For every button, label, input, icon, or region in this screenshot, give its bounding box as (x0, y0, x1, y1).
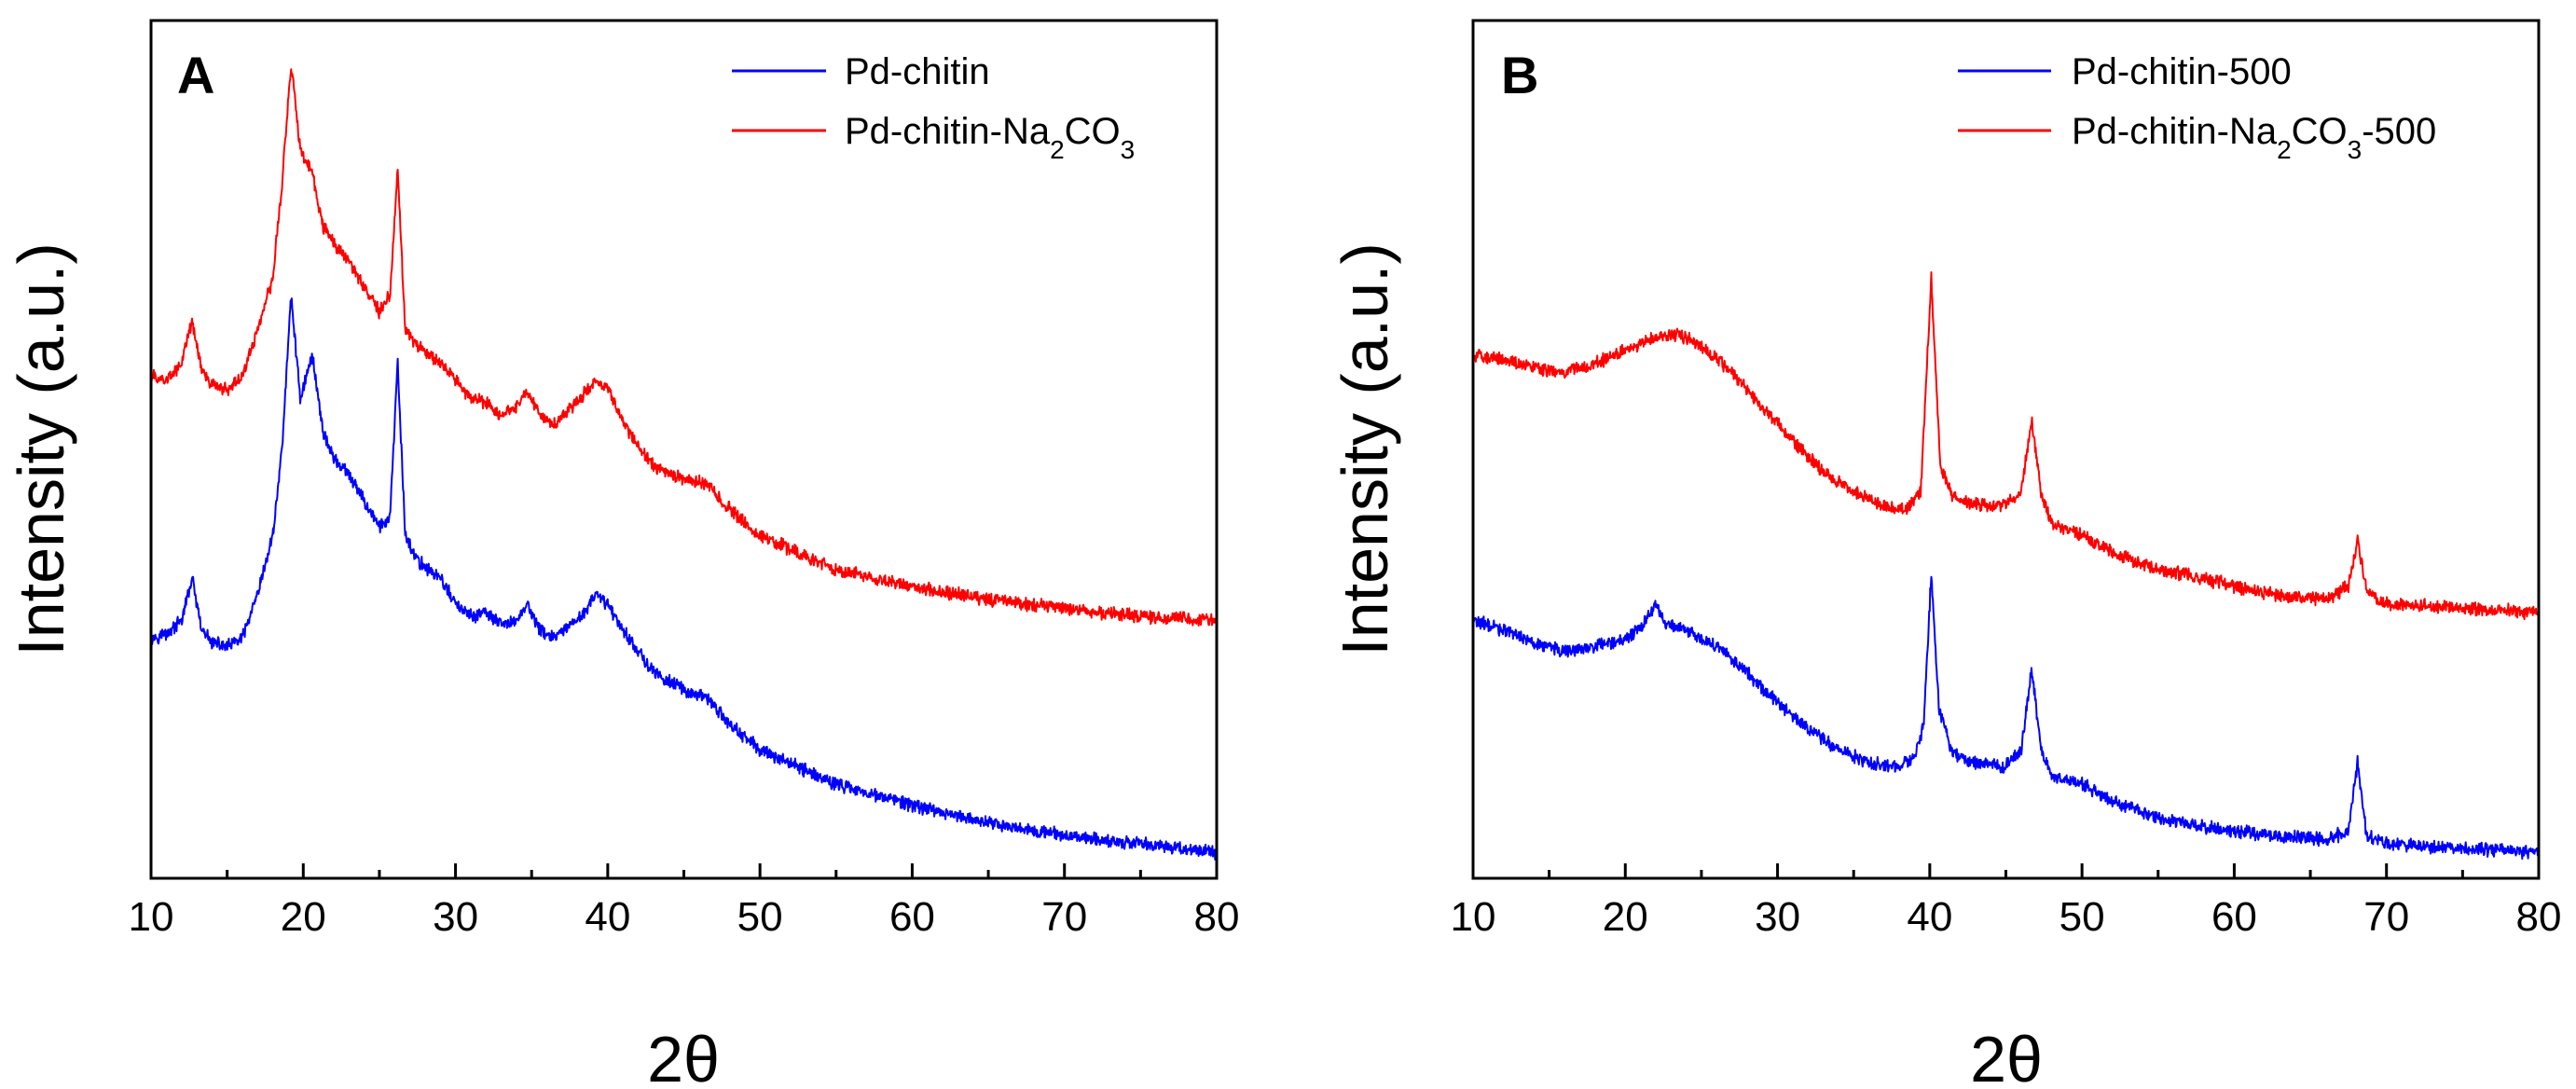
legend-b-label-pd-chitin-500: Pd-chitin-500 (2072, 51, 2292, 92)
x-tick-label-b-10: 10 (1451, 894, 1496, 940)
legend-a-na2co3-base: Pd-chitin-Na (845, 111, 1051, 152)
x-tick-label-a-80: 80 (1194, 894, 1240, 940)
x-tick-label-b-50: 50 (2059, 894, 2105, 940)
series-line-a-pd-chitin (150, 297, 1218, 861)
legend-a-na2co3-mid: CO (1065, 111, 1121, 152)
panel-b: 10 20 30 40 50 60 70 80 B Pd-chitin-500 Pd-chit… (1329, 19, 2562, 1089)
x-tick-label-a-50: 50 (737, 894, 783, 940)
x-tick-label-b-80: 80 (2516, 894, 2562, 940)
panel-b-legend: Pd-chitin-500 Pd-chitin-Na2CO3-500 (1958, 51, 2436, 164)
panel-b-series-group (1472, 271, 2540, 861)
series-line-a-pd-chitin-na2co3 (150, 68, 1218, 627)
legend-a-label-pd-chitin: Pd-chitin (845, 51, 990, 92)
legend-a-label-pd-chitin-text: Pd-chitin (845, 51, 990, 92)
panel-b-letter: B (1501, 46, 1538, 104)
x-tick-label-a-30: 30 (433, 894, 478, 940)
legend-b-na2co3-sub2: 3 (2348, 135, 2362, 164)
series-line-b-pd-chitin-na2co3-500 (1472, 271, 2540, 621)
panel-a-letter: A (177, 46, 214, 104)
panel-b-x-axis-label: 2θ (1970, 1023, 2043, 1089)
legend-a-label-pd-chitin-na2co3: Pd-chitin-Na2CO3 (845, 111, 1135, 164)
legend-b-na2co3-base: Pd-chitin-Na (2072, 111, 2278, 152)
x-tick-label-a-60: 60 (889, 894, 935, 940)
legend-b-na2co3-sub1: 2 (2277, 135, 2292, 164)
x-tick-label-b-20: 20 (1603, 894, 1648, 940)
panel-a-series-group (150, 68, 1218, 861)
panel-a-y-axis-label: Intensity (a.u.) (5, 242, 77, 656)
legend-b-na2co3-mid: CO (2292, 111, 2348, 152)
x-tick-label-b-70: 70 (2363, 894, 2409, 940)
legend-b-na2co3-tail: -500 (2362, 111, 2436, 152)
x-tick-label-a-20: 20 (281, 894, 326, 940)
x-tick-label-b-30: 30 (1755, 894, 1800, 940)
x-tick-label-a-10: 10 (129, 894, 174, 940)
x-tick-label-b-60: 60 (2211, 894, 2257, 940)
x-tick-label-a-40: 40 (585, 894, 630, 940)
panel-b-y-axis-label: Intensity (a.u.) (1329, 242, 1401, 656)
panel-a-x-axis-label: 2θ (647, 1023, 720, 1089)
legend-b-label-pd-chitin-na2co3-500: Pd-chitin-Na2CO3-500 (2072, 111, 2436, 164)
panel-a: 10 20 30 40 50 60 70 80 A Pd-chitin Pd-chitin-N… (5, 19, 1240, 1089)
panel-a-legend: Pd-chitin Pd-chitin-Na2CO3 (732, 51, 1135, 164)
panel-a-x-ticks: 10 20 30 40 50 60 70 80 (129, 863, 1240, 940)
legend-a-na2co3-sub1: 2 (1050, 135, 1065, 164)
panel-b-x-ticks: 10 20 30 40 50 60 70 80 (1451, 863, 2562, 940)
x-tick-label-b-40: 40 (1907, 894, 1952, 940)
legend-b-label-pd-chitin-500-text: Pd-chitin-500 (2072, 51, 2292, 92)
series-line-b-pd-chitin-500 (1472, 575, 2540, 861)
x-tick-label-a-70: 70 (1041, 894, 1087, 940)
legend-a-na2co3-sub2: 3 (1121, 135, 1136, 164)
